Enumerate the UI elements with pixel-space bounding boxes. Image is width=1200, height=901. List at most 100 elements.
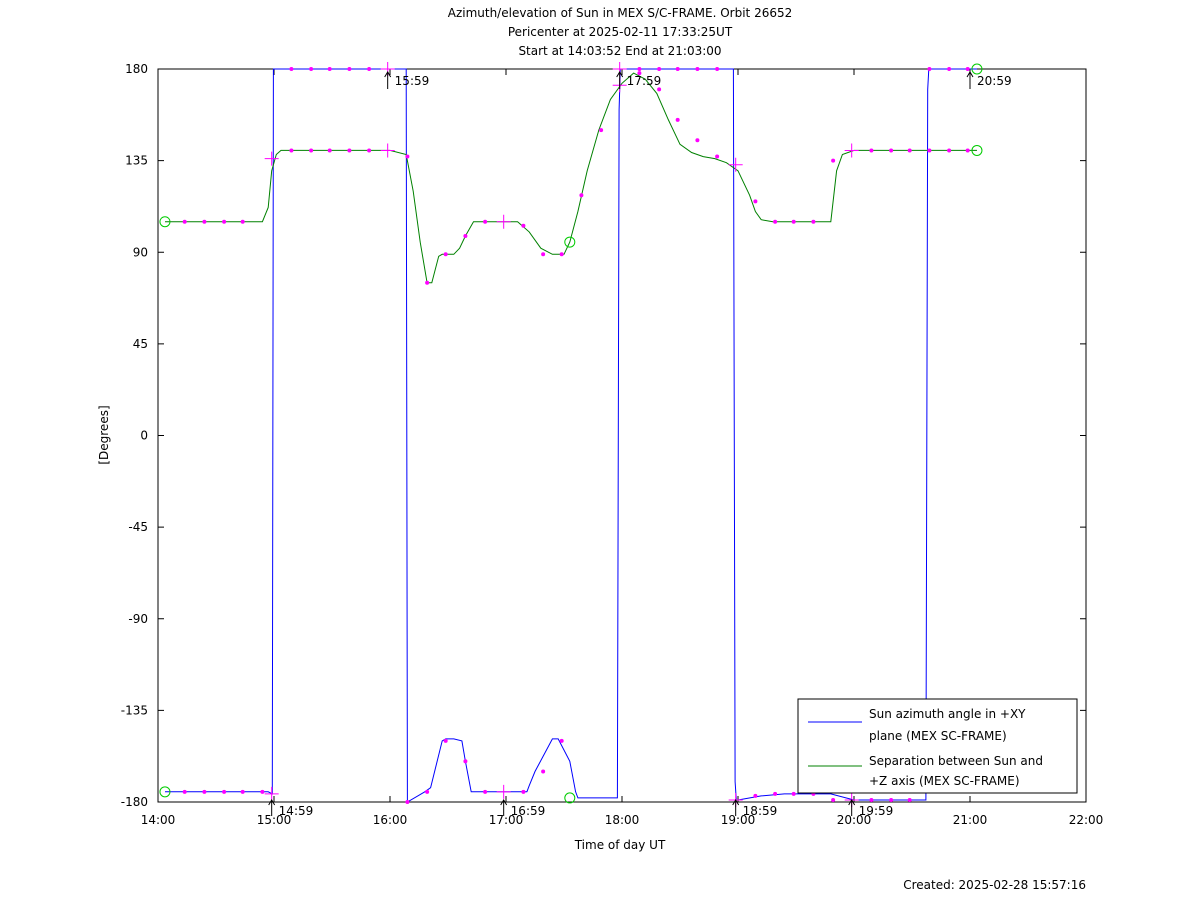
x-axis-label: Time of day UT bbox=[574, 838, 666, 852]
x-axis: 14:00 15:00 16:00 17:00 18:00 19:00 20:00 21:00… bbox=[141, 69, 1103, 827]
legend-label-azimuth-line1: Sun azimuth angle in +XY bbox=[869, 707, 1026, 721]
title-line-2: Pericenter at 2025-02-11 17:33:25UT bbox=[508, 25, 733, 39]
separation-point bbox=[425, 280, 430, 285]
azimuth-point bbox=[889, 797, 894, 802]
separation-point bbox=[907, 148, 912, 153]
azimuth-series-line bbox=[165, 68, 977, 803]
y-tick-label: 180 bbox=[125, 62, 148, 76]
x-tick-label: 21:00 bbox=[953, 813, 988, 827]
annotation-label: 16:59 bbox=[511, 804, 546, 818]
azimuth-point bbox=[202, 789, 207, 794]
y-tick-label: -45 bbox=[128, 520, 148, 534]
azimuth-point bbox=[965, 67, 970, 71]
time-annotation: 17:59 bbox=[616, 71, 662, 89]
annotation-arrow bbox=[384, 71, 392, 78]
separation-hour-marker bbox=[380, 143, 395, 158]
azimuth-point bbox=[947, 67, 952, 71]
separation-point bbox=[483, 219, 488, 224]
annotation-label: 19:59 bbox=[859, 804, 894, 818]
azimuth-point bbox=[327, 67, 332, 71]
azimuth-point bbox=[831, 797, 836, 802]
time-annotation: 19:59 bbox=[848, 799, 894, 818]
azimuth-point bbox=[309, 67, 314, 71]
azimuth-point bbox=[260, 789, 265, 794]
separation-point bbox=[202, 219, 207, 224]
y-tick-label: 45 bbox=[133, 337, 148, 351]
separation-point bbox=[367, 148, 372, 153]
separation-point bbox=[657, 87, 662, 92]
azimuth-point bbox=[695, 67, 700, 71]
separation-point bbox=[947, 148, 952, 153]
azimuth-point bbox=[541, 769, 546, 774]
annotation-label: 14:59 bbox=[279, 804, 314, 818]
time-annotation: 16:59 bbox=[500, 799, 546, 818]
separation-hour-marker bbox=[264, 151, 279, 166]
time-annotation: 15:59 bbox=[384, 71, 430, 89]
azimuth-point bbox=[443, 738, 448, 743]
azimuth-point bbox=[289, 67, 294, 71]
azimuth-point bbox=[753, 793, 758, 798]
separation-point bbox=[599, 128, 604, 133]
separation-endpoint bbox=[159, 216, 171, 228]
separation-point bbox=[869, 148, 874, 153]
separation-point bbox=[541, 252, 546, 257]
separation-point bbox=[521, 223, 526, 228]
azimuth-point bbox=[675, 67, 680, 71]
azimuth-point bbox=[347, 67, 352, 71]
azimuth-point bbox=[182, 789, 187, 794]
time-annotation: 14:59 bbox=[268, 799, 314, 818]
x-tick-label: 16:00 bbox=[373, 813, 408, 827]
azimuth-point bbox=[521, 789, 526, 794]
azimuth-hour-marker bbox=[496, 784, 511, 799]
series-markers bbox=[159, 62, 983, 807]
azimuth-point bbox=[222, 789, 227, 794]
legend-label-separation-line2: +Z axis (MEX SC-FRAME) bbox=[869, 774, 1020, 788]
azimuth-point bbox=[405, 800, 410, 804]
azimuth-point bbox=[869, 797, 874, 802]
separation-point bbox=[222, 219, 227, 224]
y-axis-label: [Degrees] bbox=[97, 405, 111, 464]
separation-hour-marker bbox=[844, 143, 859, 158]
y-tick-label: 0 bbox=[140, 429, 148, 443]
legend-label-azimuth-line2: plane (MEX SC-FRAME) bbox=[869, 729, 1007, 743]
separation-point bbox=[327, 148, 332, 153]
annotation-label: 17:59 bbox=[627, 74, 662, 88]
separation-point bbox=[773, 219, 778, 224]
legend-box bbox=[797, 698, 1078, 794]
azimuth-point bbox=[927, 67, 932, 71]
annotation-arrow bbox=[848, 799, 856, 806]
y-tick-label: -135 bbox=[121, 703, 148, 717]
separation-point bbox=[753, 199, 758, 204]
azimuth-endpoint bbox=[564, 792, 576, 804]
title-line-1: Azimuth/elevation of Sun in MEX S/C-FRAM… bbox=[448, 6, 793, 20]
separation-point bbox=[675, 117, 680, 122]
time-annotation: 18:59 bbox=[732, 799, 777, 818]
annotation-arrow bbox=[268, 799, 276, 806]
y-tick-label: -90 bbox=[128, 612, 148, 626]
series-lines bbox=[165, 68, 977, 803]
azimuth-point bbox=[637, 67, 642, 71]
separation-series-line bbox=[165, 72, 977, 284]
annotation-label: 15:59 bbox=[395, 74, 430, 88]
separation-point bbox=[405, 154, 410, 159]
annotation-arrow bbox=[500, 799, 508, 806]
title-line-3: Start at 14:03:52 End at 21:03:00 bbox=[518, 44, 721, 58]
separation-point bbox=[715, 154, 720, 159]
chart-title: Azimuth/elevation of Sun in MEX S/C-FRAM… bbox=[448, 6, 793, 58]
azimuth-point bbox=[240, 789, 245, 794]
separation-point bbox=[347, 148, 352, 153]
azimuth-point bbox=[791, 791, 796, 796]
azimuth-point bbox=[559, 738, 564, 743]
azimuth-point bbox=[657, 67, 662, 71]
legend-label-separation-line1: Separation between Sun and bbox=[869, 754, 1043, 768]
x-tick-label: 14:00 bbox=[141, 813, 176, 827]
separation-point bbox=[695, 138, 700, 143]
separation-point bbox=[965, 148, 970, 153]
plot-frame bbox=[157, 68, 1087, 803]
azimuth-point bbox=[715, 67, 720, 71]
annotation-arrow bbox=[966, 71, 974, 78]
y-tick-label: 90 bbox=[133, 245, 148, 259]
annotation-arrow bbox=[616, 71, 624, 78]
azimuth-point bbox=[463, 759, 468, 764]
x-tick-label: 18:00 bbox=[605, 813, 640, 827]
